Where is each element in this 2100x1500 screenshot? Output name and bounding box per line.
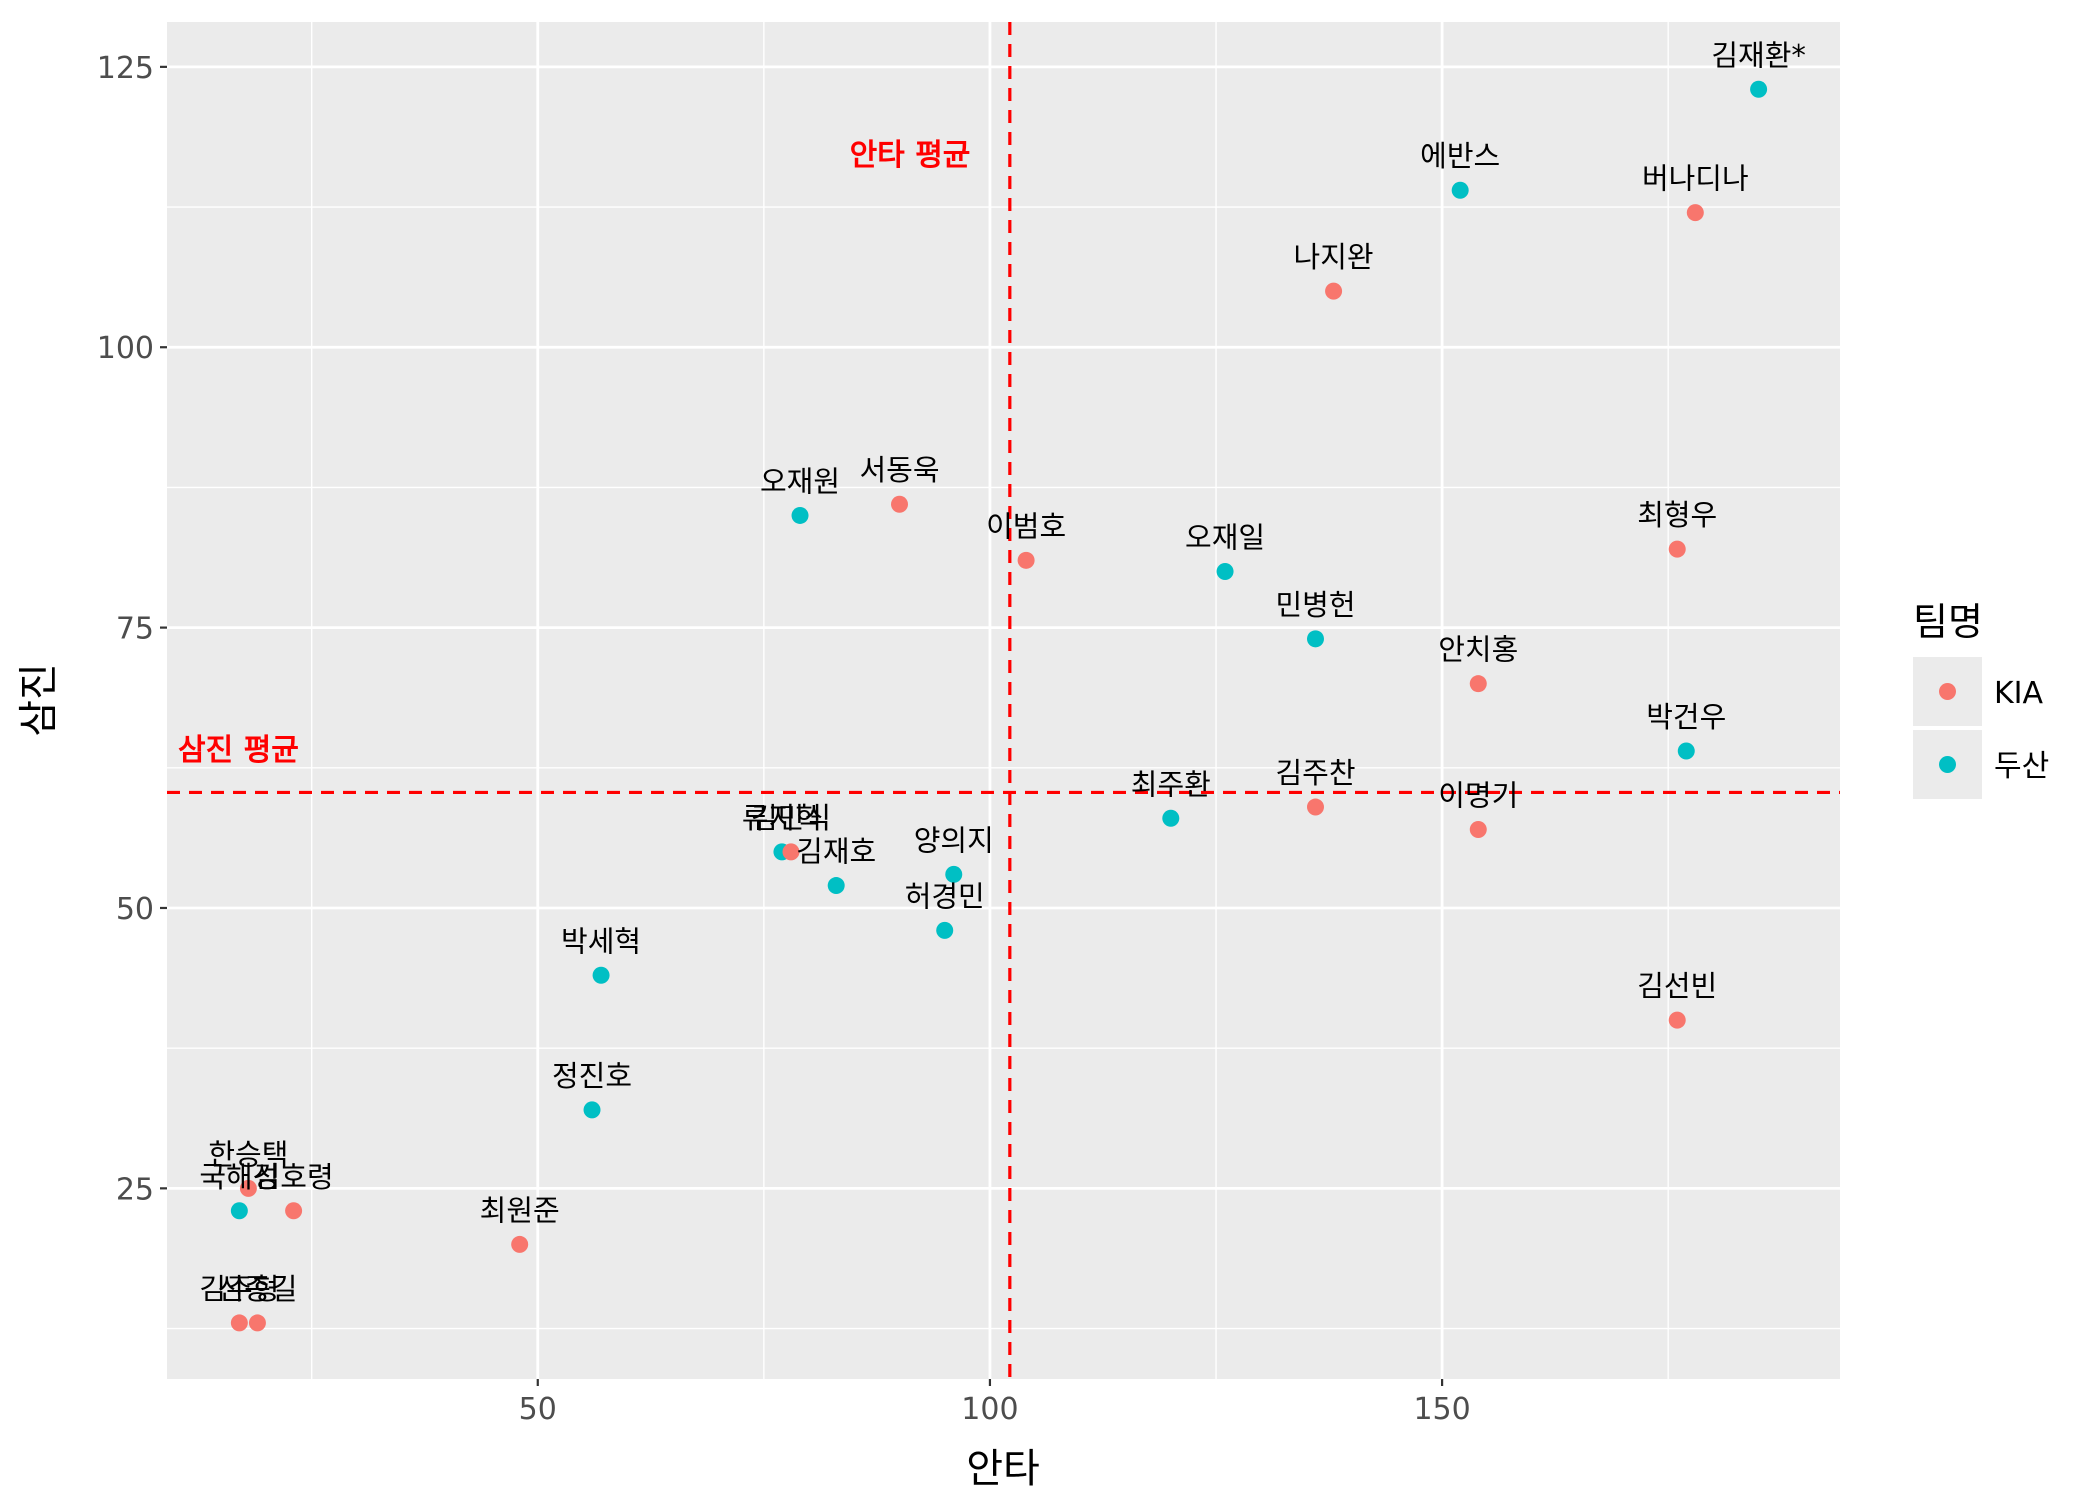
axes: 50 100 150 25 50 75 100 125 — [97, 51, 1471, 1427]
data-point — [891, 495, 909, 513]
y-tick-label: 100 — [97, 331, 154, 366]
point-label: 류지혁 — [742, 801, 822, 835]
y-tick-label: 25 — [116, 1172, 154, 1207]
point-label: 나지완 — [1294, 240, 1374, 274]
data-point — [782, 843, 800, 861]
reference-lines — [167, 22, 1840, 1379]
grid-major — [167, 22, 1840, 1379]
data-point — [827, 877, 845, 895]
data-point — [230, 1314, 248, 1332]
point-label: 민병헌 — [1275, 588, 1355, 622]
point-label: 서동욱 — [859, 453, 939, 487]
x-tick-label: 100 — [961, 1392, 1018, 1427]
point-label: 신종길 — [217, 1272, 297, 1306]
point-label: 에반스 — [1420, 139, 1500, 173]
point-label: 박건우 — [1646, 700, 1726, 734]
point-label: 최원준 — [480, 1193, 560, 1227]
x-tick-label: 50 — [519, 1392, 557, 1427]
grid-minor — [167, 22, 1840, 1379]
y-tick-label: 125 — [97, 51, 154, 86]
data-point — [592, 966, 610, 984]
data-point — [511, 1235, 529, 1253]
data-point — [285, 1202, 303, 1220]
point-label: 김주형 — [199, 1272, 279, 1306]
data-point — [1469, 820, 1487, 838]
legend: 팀명 KIA 두산 — [1913, 600, 2049, 799]
plot-panel — [167, 22, 1840, 1379]
data-point — [1677, 742, 1695, 760]
data-point — [945, 865, 963, 883]
data-point — [936, 921, 954, 939]
data-point — [1668, 540, 1686, 558]
data-point — [1306, 798, 1324, 816]
x-tick-label: 150 — [1413, 1392, 1470, 1427]
y-axis-title: 삼진 — [16, 663, 62, 737]
point-label: 김호령 — [254, 1160, 334, 1194]
data-point — [1469, 675, 1487, 693]
point-label: 김재환* — [1711, 38, 1806, 72]
point-label: 안치홍 — [1438, 633, 1518, 667]
point-label: 양의지 — [914, 823, 994, 857]
data-point — [1216, 563, 1234, 581]
point-label: 최형우 — [1637, 498, 1717, 532]
data-point — [1162, 809, 1180, 827]
point-label: 김민식 — [751, 801, 831, 835]
point-label: 국해성 — [199, 1160, 279, 1194]
data-point — [1668, 1011, 1686, 1029]
legend-title: 팀명 — [1913, 600, 1983, 644]
point-label: 정진호 — [552, 1059, 632, 1093]
point-label: 이명기 — [1438, 778, 1518, 812]
point-label: 김선빈 — [1637, 969, 1717, 1003]
point-label: 박세혁 — [561, 924, 641, 958]
data-point — [248, 1314, 266, 1332]
legend-label-kia: KIA — [1994, 676, 2044, 711]
point-label: 최주환 — [1131, 767, 1211, 801]
point-label: 한승택 — [208, 1137, 288, 1171]
y-tick-label: 50 — [116, 892, 154, 927]
data-point — [1017, 551, 1035, 569]
point-label: 김재호 — [796, 835, 876, 869]
y-tick-label: 75 — [116, 612, 154, 647]
point-label: 이범호 — [986, 509, 1066, 543]
point-label: 오재일 — [1185, 521, 1265, 555]
point-label: 허경민 — [905, 879, 985, 913]
data-point — [1750, 80, 1768, 98]
hit-average-label: 안타 평균 — [850, 138, 971, 173]
legend-marker-doosan — [1939, 756, 1956, 773]
legend-marker-kia — [1939, 683, 1956, 700]
data-point — [1306, 630, 1324, 648]
point-label: 버나디나 — [1642, 162, 1749, 196]
data-point — [583, 1101, 601, 1119]
data-point — [230, 1202, 248, 1220]
x-axis-title: 안타 — [966, 1446, 1040, 1492]
legend-label-doosan: 두산 — [1994, 749, 2049, 784]
data-points — [230, 80, 1768, 1332]
data-point — [239, 1179, 257, 1197]
data-point — [791, 506, 809, 524]
data-point — [1451, 181, 1469, 199]
point-label: 오재원 — [760, 464, 840, 498]
point-label: 김주찬 — [1275, 756, 1355, 790]
data-point — [1325, 282, 1343, 300]
data-point — [1686, 204, 1704, 222]
strikeout-average-label: 삼진 평균 — [178, 733, 299, 768]
